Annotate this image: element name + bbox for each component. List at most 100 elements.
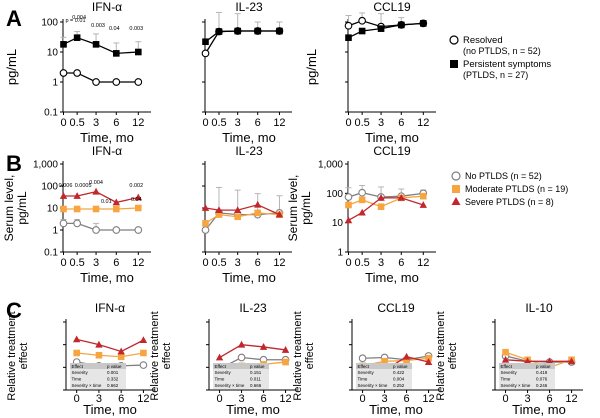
- y-axis-label: Relative treatmenteffect: [149, 311, 173, 400]
- x-tick-label: 6: [403, 393, 409, 405]
- y-tick-label: 1: [52, 226, 58, 237]
- data-point: [92, 187, 100, 195]
- legend-marker-moderate: [452, 185, 460, 193]
- x-axis-label: Time, mo: [83, 402, 137, 417]
- legend-label-persistent: Persistent symptoms: [463, 59, 551, 70]
- series-2: [73, 349, 147, 361]
- y-axis-label-line: effect: [304, 343, 316, 370]
- series-3: [201, 200, 284, 218]
- data-point: [201, 226, 210, 234]
- x-tick-label: 6: [546, 393, 552, 405]
- chart-title: IL-23: [239, 301, 267, 315]
- y-axis-label-line: Relative treatment: [292, 311, 304, 400]
- x-tick-label: 12: [273, 117, 285, 129]
- series-3: [59, 187, 142, 206]
- x-tick-label: 12: [565, 393, 577, 405]
- data-point: [202, 220, 209, 227]
- x-tick-label: 0: [74, 393, 80, 405]
- stats-row-effect: Time: [72, 377, 82, 382]
- data-point: [545, 357, 554, 365]
- data-point: [73, 205, 81, 213]
- stats-row-effect: Severity: [72, 370, 89, 375]
- data-point: [254, 27, 261, 35]
- data-point: [117, 353, 125, 361]
- stats-table-header: [356, 363, 412, 369]
- x-tick-label: 12: [417, 257, 429, 269]
- x-tick-label: 12: [422, 393, 434, 405]
- x-tick-label: 3: [93, 117, 99, 129]
- y-axis-label-line: Relative treatment: [149, 311, 161, 400]
- data-point: [259, 343, 268, 350]
- data-point: [140, 349, 147, 357]
- x-tick-label: 3: [96, 393, 102, 405]
- x-tick-label: 0.5: [211, 257, 226, 269]
- chart-title: IL-10: [525, 301, 553, 315]
- stats-row-effect: Severity × time: [501, 383, 531, 388]
- stats-row-effect: Time: [501, 377, 511, 382]
- data-point: [345, 201, 352, 209]
- stats-header-effect: Effect: [215, 364, 227, 369]
- stats-row-p: 0.419: [536, 370, 548, 375]
- series-2: [60, 31, 142, 57]
- x-tick-label: 0: [502, 393, 508, 405]
- stats-row-p: 0.004: [393, 377, 405, 382]
- y-axis-label-line: Serum level,: [2, 175, 16, 242]
- data-point: [134, 78, 143, 86]
- chart-title: IL-23: [235, 144, 263, 158]
- legend-label-severe: Severe PTLDS (n = 8): [465, 197, 554, 207]
- x-tick-label: 0: [202, 257, 208, 269]
- x-tick-label: 6: [113, 117, 119, 129]
- data-point: [424, 358, 433, 365]
- y-tick-label: 100: [326, 189, 343, 200]
- stats-row-effect: Severity × time: [358, 383, 388, 388]
- y-tick-label: 0.1: [44, 248, 58, 259]
- data-point: [254, 200, 262, 208]
- panel-letter-a: A: [6, 6, 22, 31]
- data-point: [237, 340, 246, 348]
- legend-marker-severe: [451, 197, 461, 205]
- series-line: [76, 338, 144, 353]
- legend-label-resolved: Resolved: [463, 35, 503, 46]
- data-point: [73, 349, 80, 357]
- stats-row-p: 0.422: [393, 370, 405, 375]
- data-point: [420, 20, 427, 27]
- data-point: [502, 348, 509, 356]
- stats-header-effect: Effect: [358, 364, 370, 369]
- y-tick-label: 1: [337, 248, 343, 259]
- y-tick-label: 1,000: [33, 160, 58, 171]
- data-point: [358, 354, 367, 363]
- x-tick-label: 0.5: [354, 257, 369, 269]
- y-tick-label: 10: [47, 48, 59, 59]
- p-value-annotation: 0.003: [91, 23, 105, 29]
- data-point: [92, 78, 100, 86]
- data-point: [73, 192, 81, 199]
- data-point: [403, 357, 410, 364]
- y-axis-label-line: effect: [18, 343, 30, 370]
- p-value-annotation: p = 0.01: [65, 18, 85, 24]
- stats-row-p: 0.151: [250, 370, 262, 375]
- p-value-annotation: 0.004: [72, 15, 86, 21]
- x-axis-label: Time, mo: [369, 402, 423, 417]
- y-tick-label: 10: [47, 204, 59, 215]
- y-axis-label: Serum level,pg/mL: [286, 175, 313, 242]
- stats-row-effect: Severity: [501, 370, 518, 375]
- p-value-annotation: 0.006: [59, 183, 73, 189]
- data-point: [234, 213, 241, 221]
- stats-header-p: p value: [393, 364, 408, 369]
- stats-row-p: 0.332: [107, 377, 119, 382]
- legend-sublabel-resolved: (no PTLDS, n = 52): [463, 46, 541, 56]
- data-point: [377, 193, 385, 201]
- chart-title: IFN-α: [92, 0, 122, 14]
- p-value-annotation: 0.002: [129, 183, 143, 189]
- data-point: [135, 204, 142, 212]
- legend-marker-resolved: [449, 35, 459, 45]
- stats-header-effect: Effect: [72, 364, 84, 369]
- stats-table: Effect p value Severity 0.422 Time 0.004 Sever…: [356, 363, 412, 389]
- data-point: [254, 209, 261, 217]
- chart-title: IFN-α: [95, 301, 125, 315]
- p-value-annotation: 0.0005: [75, 183, 92, 189]
